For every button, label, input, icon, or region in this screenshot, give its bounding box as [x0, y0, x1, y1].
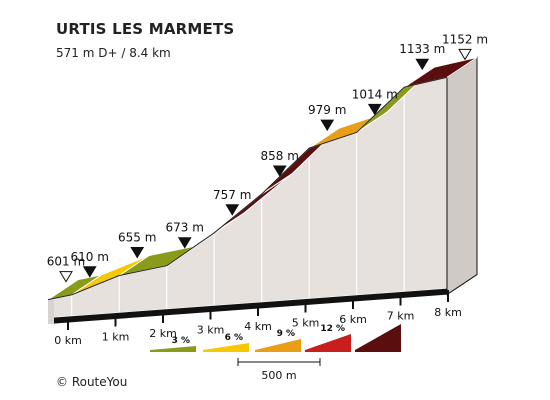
elevation-label: 673 m: [166, 221, 204, 235]
elevation-marker: [272, 165, 287, 177]
endpoint-marker: [59, 271, 73, 283]
elevation-label: 858 m: [261, 149, 299, 163]
elevation-label: 610 m: [71, 250, 109, 264]
elevation-marker: [225, 204, 240, 216]
elevation-marker: [82, 266, 97, 278]
elevation-marker: [130, 247, 145, 259]
distance-tick-label: 7 km: [387, 310, 415, 323]
distance-tick-label: 5 km: [292, 317, 320, 330]
distance-tick: [162, 311, 164, 323]
distance-tick-label: 8 km: [434, 306, 462, 319]
legend-grade-swatch: [150, 346, 196, 352]
legend-grade-label: 12 %: [320, 324, 345, 334]
legend-grade-swatch: [355, 324, 401, 352]
legend-grade-swatch: [255, 339, 301, 352]
distance-ticks: 0 km 1 km 2 km 3 km 4 km 5 km 6 km 7 km 8 km: [54, 290, 462, 347]
elevation-label: 1133 m: [399, 42, 445, 56]
distance-tick: [447, 290, 449, 302]
profile-wall-segment: [356, 86, 405, 296]
routeyou-credit: © RouteYou: [56, 375, 128, 389]
elevation-marker: [367, 103, 382, 116]
elevation-label: 1014 m: [352, 87, 398, 101]
elevation-label: 601 m: [47, 255, 85, 269]
elevation-marker: [320, 119, 335, 132]
legend-grade-label: 9 %: [277, 329, 295, 339]
profile-end-cap: [446, 56, 478, 296]
legend-grade-swatch: [305, 334, 351, 352]
elevation-label: 655 m: [118, 231, 156, 245]
endpoint-marker: [458, 48, 472, 61]
elevation-marker: [177, 237, 192, 249]
legend-grade-label: 3 %: [172, 336, 190, 346]
profile-front-edge: [47, 76, 448, 301]
chart-title: URTIS LES MARMETS: [56, 20, 235, 38]
distance-tick: [352, 297, 354, 309]
distance-tick-label: 3 km: [197, 324, 225, 337]
distance-tick: [399, 293, 402, 306]
distance-tick-label: 1 km: [102, 331, 130, 344]
profile-walls: [47, 56, 478, 324]
elevation-label: 979 m: [308, 103, 346, 117]
legend-grade-label: 6 %: [225, 333, 243, 343]
distance-tick-label: 0 km: [54, 334, 82, 347]
distance-tick-label: 4 km: [244, 320, 272, 333]
elevation-marker: [415, 58, 430, 71]
distance-tick-label: 2 km: [149, 327, 177, 340]
distance-tick: [304, 300, 307, 313]
profile-wall-segment: [403, 76, 448, 293]
distance-tick: [257, 304, 259, 316]
gradient-legend: 3 % 6 % 9 % 12 % 500 m: [150, 324, 401, 382]
profile-base-strip: [48, 288, 447, 324]
elevation-label: 1152 m: [442, 32, 488, 46]
profile-start-cap: [48, 299, 54, 324]
legend-grade-swatch: [203, 343, 249, 352]
distance-tick: [114, 314, 117, 327]
elevation-label: 757 m: [213, 188, 251, 202]
scale-label: 500 m: [261, 369, 296, 382]
distance-tick: [209, 307, 212, 320]
distance-tick-label: 6 km: [339, 313, 367, 326]
profile-tops: [47, 56, 478, 301]
profile-wall-segment: [166, 231, 215, 310]
chart-subtitle: 571 m D+ / 8.4 km: [56, 46, 171, 60]
profile-wall-segment: [213, 192, 263, 307]
profile-wall-segment: [308, 131, 358, 300]
distance-tick: [67, 318, 69, 330]
